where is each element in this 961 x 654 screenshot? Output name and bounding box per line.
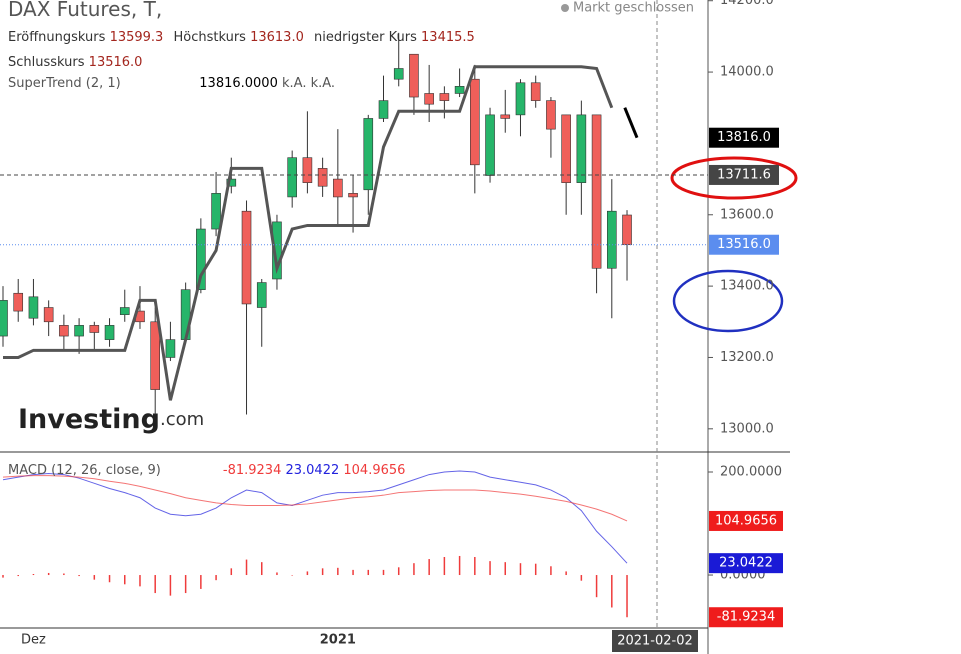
candle-body [606, 210, 617, 269]
logo: Investing.com [18, 404, 204, 435]
macd-line [2, 470, 628, 564]
price-tag [709, 127, 779, 148]
legend-extra: k.A. [282, 76, 307, 91]
status: Markt geschlossen [573, 1, 694, 16]
value-tag [709, 553, 783, 574]
price-tag-label: 13816.0 [717, 130, 771, 145]
candle-body [196, 228, 206, 290]
logo-main: Investing [18, 404, 160, 435]
value-tag-label: 104.9656 [715, 513, 777, 528]
candle-body [165, 339, 176, 358]
highlight-ellipse [672, 269, 784, 333]
value-tag [709, 607, 783, 628]
status-dot [561, 4, 569, 12]
macd-legend-value: 104.9656 [343, 463, 406, 478]
value-tag-label: -81.9234 [717, 610, 775, 625]
value-tag-label: 23.0422 [719, 556, 773, 571]
candle-body [470, 78, 480, 166]
candle-body [424, 93, 434, 105]
info-name: Schlusskurs [8, 55, 85, 70]
candle-body [150, 321, 160, 390]
info-value: 13415.5 [421, 30, 475, 45]
legend-value: 13816.0000 [199, 76, 278, 91]
date-tag-label: 2021-02-02 [617, 634, 693, 649]
candle-body [378, 100, 389, 119]
candle-body [226, 178, 237, 187]
candle-body [622, 214, 632, 246]
candle-body [59, 325, 69, 337]
candle-body [530, 82, 541, 101]
candle-body [287, 157, 297, 198]
plot-bg [0, 0, 708, 628]
candle-body [43, 307, 54, 323]
candle-body [333, 178, 343, 198]
macd-legend: MACD (12, 26, close, 9) -81.9234 23.0422… [8, 463, 405, 478]
price-tag [709, 234, 779, 255]
legend-name: SuperTrend (2, 1) [8, 76, 121, 91]
macd-title: MACD (12, 26, close, 9) [8, 463, 161, 478]
candle-body [211, 193, 221, 230]
candle-body [591, 114, 602, 269]
candle-body [317, 168, 328, 187]
candle-body [302, 157, 313, 183]
highlight-ellipse [670, 156, 798, 200]
date-tag [612, 630, 698, 652]
candle-body [515, 82, 526, 116]
candle-body [272, 221, 282, 280]
y-tick-label: 14000.0 [720, 65, 774, 80]
info-value: 13613.0 [250, 30, 304, 45]
info-value: 13516.0 [88, 55, 143, 70]
candle-body [393, 68, 404, 80]
y-tick-label: 13600.0 [720, 207, 774, 222]
legend-extra: k.A. [310, 76, 336, 91]
title: DAX Futures, T, [8, 0, 163, 21]
info-value: 13599.3 [109, 30, 164, 45]
info-name: niedrigster Kurs [314, 30, 417, 45]
candle-body [363, 118, 374, 191]
candle-body [500, 114, 511, 119]
info-name: Eröffnungskurs [8, 30, 106, 45]
candle-body [348, 193, 358, 198]
candle-body [74, 325, 84, 337]
price-tag-label: 13711.6 [717, 167, 771, 182]
candle-body [439, 93, 450, 101]
value-tag [709, 510, 783, 531]
price-tag-label: 13516.0 [717, 237, 771, 252]
candle-body [454, 86, 465, 94]
candle-body [28, 296, 39, 319]
candle-body [89, 325, 100, 333]
y-tick-label: 13200.0 [720, 350, 774, 365]
candle-body [561, 114, 571, 183]
y-tick-label: 14200.0 [720, 0, 774, 8]
candle-body [485, 114, 495, 176]
candle-body [546, 100, 556, 130]
candle-body [104, 325, 115, 340]
candle-body [13, 292, 24, 312]
info-name: Höchstkurs [173, 30, 246, 45]
macd-line [2, 475, 628, 522]
logo-suffix: .com [160, 409, 204, 430]
supertrend-end [623, 107, 639, 139]
macd-legend-value: -81.9234 [222, 463, 282, 478]
y-tick-label: 13000.0 [720, 421, 774, 436]
candle-body [576, 114, 587, 183]
supertrend-legend: SuperTrend (2, 1) 13816.0000 k.A. k.A. [8, 76, 335, 91]
price-tag [709, 164, 779, 185]
candle-body [256, 282, 267, 308]
y-tick-label: 200.0000 [720, 465, 782, 480]
macd-legend-value: 23.0422 [285, 463, 340, 478]
x-tick-label: 2021 [320, 633, 356, 648]
candle-body [409, 53, 419, 98]
y-tick-label: 13400.0 [720, 279, 774, 294]
candle-body [0, 300, 8, 337]
candle-body [241, 210, 252, 305]
x-tick-label: Dez [21, 633, 46, 648]
supertrend-line [3, 65, 614, 401]
ohlc-info: Eröffnungskurs 13599.3 Höchstkurs 13613.… [8, 25, 481, 75]
candle-body [119, 307, 130, 315]
